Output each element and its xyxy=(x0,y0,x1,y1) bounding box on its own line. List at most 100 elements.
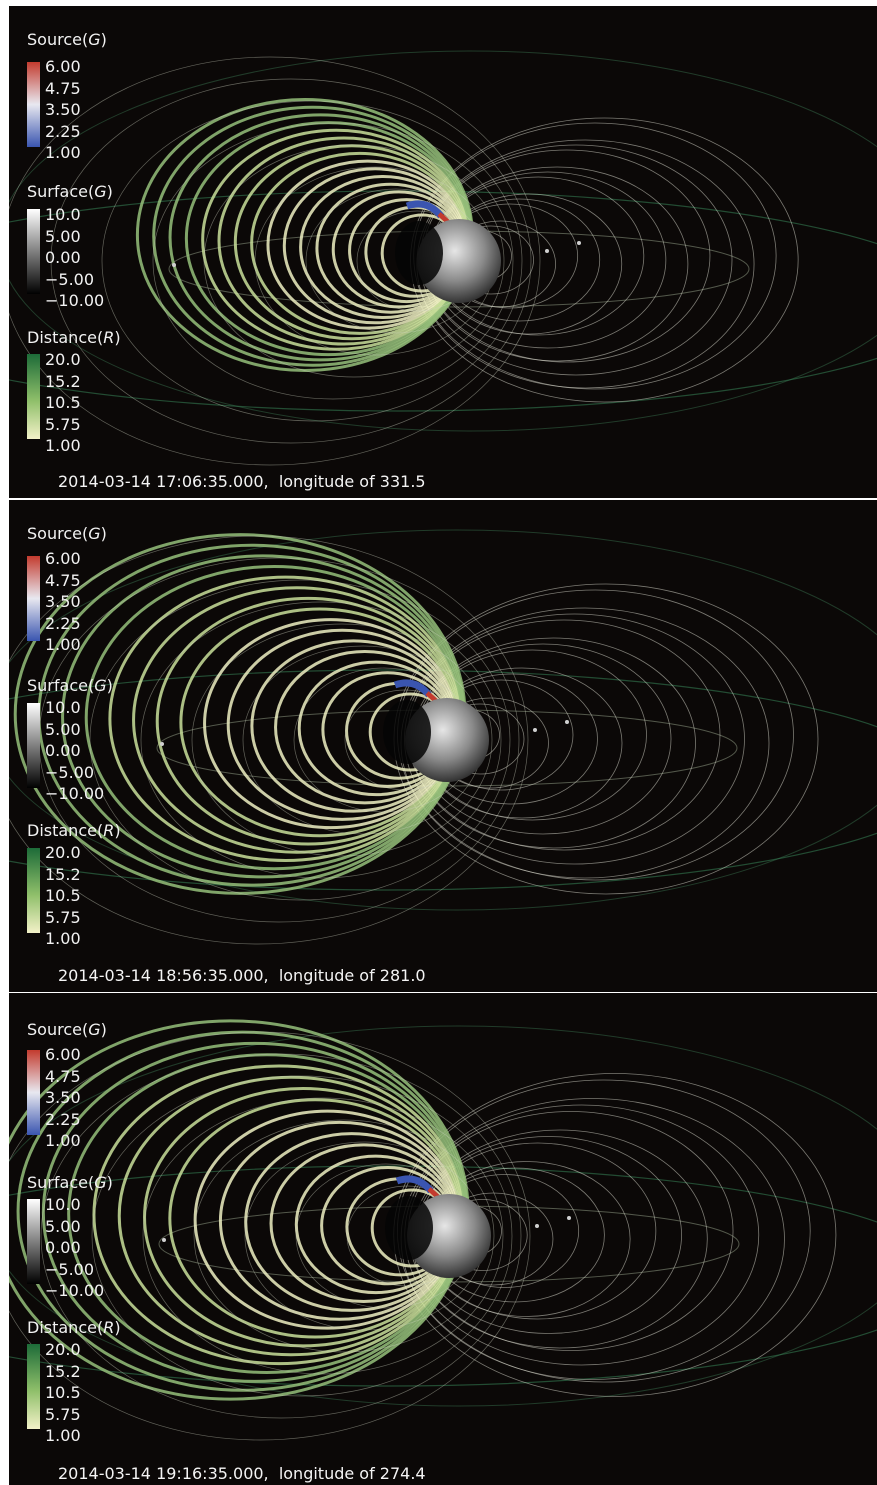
source-colorbar xyxy=(27,62,40,147)
moon-marker xyxy=(545,249,549,253)
orbit-ring xyxy=(9,669,877,891)
field-line xyxy=(9,56,541,466)
moon-marker xyxy=(160,742,164,746)
timestamp-caption: 2014-03-14 18:56:35.000, longitude of 28… xyxy=(58,966,426,985)
distance-legend-title: Distance(R) xyxy=(27,1318,121,1337)
field-line xyxy=(40,1053,522,1419)
timestamp-caption: 2014-03-14 17:06:35.000, longitude of 33… xyxy=(58,472,426,491)
field-line-scene xyxy=(9,1019,877,1441)
source-footprint xyxy=(393,679,432,698)
tick-label: 4.75 xyxy=(45,1066,81,1086)
tick-label: 10.0 xyxy=(45,698,81,717)
tick-label: 2.25 xyxy=(45,121,81,141)
source-colorbar xyxy=(27,1050,40,1135)
tick-label: 6.00 xyxy=(45,549,81,568)
planet-shadow xyxy=(385,1196,433,1260)
tick-label: 5.00 xyxy=(45,719,81,739)
distance-colorbar xyxy=(27,848,40,933)
tick-label: −10.00 xyxy=(45,291,105,310)
surface-legend-title: Surface(G) xyxy=(27,676,113,695)
tick-label: 6.00 xyxy=(45,1045,81,1064)
field-line xyxy=(9,1031,531,1441)
tick-label: 20.0 xyxy=(45,843,81,862)
surface-ticks: 10.0 5.00 0.00 −5.00 −10.00 xyxy=(45,1194,104,1302)
tick-label: 1.00 xyxy=(45,929,81,948)
tick-label: −10.00 xyxy=(45,784,105,803)
field-lines xyxy=(9,529,877,945)
source-footprint xyxy=(405,200,444,219)
distance-ticks: 20.0 15.2 10.5 5.75 1.00 xyxy=(45,349,81,457)
tick-label: 5.75 xyxy=(45,1404,81,1424)
tick-label: 3.50 xyxy=(45,592,81,611)
tick-label: 10.5 xyxy=(45,1383,81,1402)
tick-label: 15.2 xyxy=(45,1361,81,1381)
outer-field-line xyxy=(9,50,877,432)
tick-label: −5.00 xyxy=(45,762,95,782)
moon-marker xyxy=(172,263,176,267)
planet-shadow xyxy=(383,700,431,764)
surface-legend-title: Surface(G) xyxy=(27,182,113,201)
moon-marker xyxy=(565,720,569,724)
field-line xyxy=(140,601,502,879)
moon-marker xyxy=(567,1216,571,1220)
tick-label: −5.00 xyxy=(45,1259,95,1279)
tick-label: 0.00 xyxy=(45,741,81,760)
tick-label: 1.00 xyxy=(45,436,81,455)
magnetosphere-panel-2: Source(G) 6.00 4.75 3.50 2.25 1.00 Surfa… xyxy=(9,500,877,992)
tick-label: 5.00 xyxy=(45,226,81,246)
planet-shadow xyxy=(395,221,443,285)
surface-ticks: 10.0 5.00 0.00 −5.00 −10.00 xyxy=(45,697,104,805)
tick-label: 10.5 xyxy=(45,886,81,905)
source-colorbar xyxy=(27,556,40,641)
outer-field-line xyxy=(9,529,877,911)
magnetosphere-panel-3: Source(G) 6.00 4.75 3.50 2.25 1.00 Surfa… xyxy=(9,993,877,1485)
tick-label: 2.25 xyxy=(45,1109,81,1129)
field-line xyxy=(152,122,514,400)
source-ticks: 6.00 4.75 3.50 2.25 1.00 xyxy=(45,548,81,656)
distance-ticks: 20.0 15.2 10.5 5.75 1.00 xyxy=(45,842,81,950)
field-line xyxy=(91,1075,513,1397)
tick-label: 10.5 xyxy=(45,393,81,412)
distance-legend-title: Distance(R) xyxy=(27,821,121,840)
tick-label: 3.50 xyxy=(45,100,81,119)
source-legend-title: Source(G) xyxy=(27,524,107,543)
moon-marker xyxy=(535,1224,539,1228)
field-line xyxy=(101,100,523,422)
tick-label: 20.0 xyxy=(45,1340,81,1359)
tick-label: 5.75 xyxy=(45,414,81,434)
tick-label: 5.75 xyxy=(45,907,81,927)
tick-label: 4.75 xyxy=(45,78,81,98)
field-line-scene xyxy=(9,50,877,466)
tick-label: 1.00 xyxy=(45,1131,81,1150)
source-legend-title: Source(G) xyxy=(27,1020,107,1039)
distance-legend-title: Distance(R) xyxy=(27,328,121,347)
timestamp-caption: 2014-03-14 19:16:35.000, longitude of 27… xyxy=(58,1464,426,1483)
tick-label: 1.00 xyxy=(45,143,81,162)
tick-label: 15.2 xyxy=(45,371,81,391)
field-line xyxy=(9,535,529,945)
surface-colorbar xyxy=(27,209,40,294)
tick-label: 15.2 xyxy=(45,864,81,884)
tick-label: −5.00 xyxy=(45,269,95,289)
surface-colorbar xyxy=(27,703,40,788)
tick-label: 0.00 xyxy=(45,248,81,267)
tick-label: −10.00 xyxy=(45,1281,105,1300)
tick-label: 10.0 xyxy=(45,205,81,224)
tick-label: 5.00 xyxy=(45,1216,81,1236)
tick-label: 0.00 xyxy=(45,1238,81,1257)
field-lines xyxy=(9,1019,877,1441)
field-line xyxy=(203,144,505,378)
distance-colorbar xyxy=(27,354,40,439)
moon-marker xyxy=(533,728,537,732)
source-footprint xyxy=(395,1175,434,1194)
source-ticks: 6.00 4.75 3.50 2.25 1.00 xyxy=(45,56,81,164)
tick-label: 6.00 xyxy=(45,57,81,76)
tick-label: 3.50 xyxy=(45,1088,81,1107)
moon-marker xyxy=(577,241,581,245)
field-line xyxy=(193,1119,495,1353)
tick-label: 1.00 xyxy=(45,635,81,654)
surface-colorbar xyxy=(27,1199,40,1284)
field-lines xyxy=(9,50,877,466)
distance-colorbar xyxy=(27,1344,40,1429)
tick-label: 4.75 xyxy=(45,570,81,590)
